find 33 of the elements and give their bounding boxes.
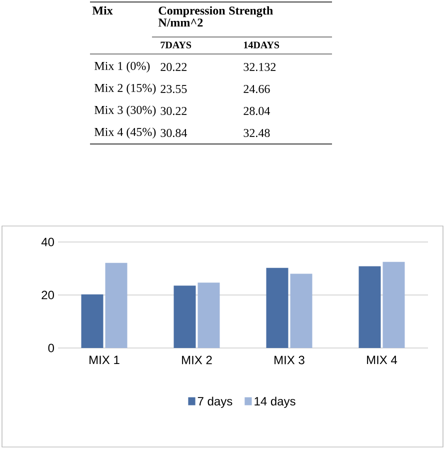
text: 23.55 bbox=[160, 84, 187, 94]
text: Mix bbox=[92, 6, 113, 15]
text: Mix 2 (15%) bbox=[94, 84, 156, 94]
bar bbox=[81, 294, 104, 348]
bar bbox=[358, 266, 381, 348]
text: 7DAYS bbox=[160, 42, 192, 48]
text: Mix 3 (30%) bbox=[94, 106, 156, 116]
text: Mix 1 (0%) bbox=[94, 62, 150, 72]
text: 28.04 bbox=[244, 106, 270, 116]
bar bbox=[382, 262, 405, 348]
text: Mix 4 (45%) bbox=[94, 128, 156, 138]
text: 30.22 bbox=[160, 106, 187, 116]
text: 14DAYS bbox=[244, 42, 280, 48]
x-tick-label: MIX 3 bbox=[274, 356, 304, 364]
legend-label: 7 days bbox=[198, 396, 232, 408]
x-tick-label: MIX 4 bbox=[367, 356, 398, 364]
text: 24.66 bbox=[244, 84, 270, 94]
x-tick-label: MIX 1 bbox=[90, 356, 120, 364]
x-tick-label: MIX 2 bbox=[182, 356, 212, 364]
text: 32.132 bbox=[244, 62, 276, 72]
y-tick-label: 0 bbox=[48, 344, 54, 352]
text: 32.48 bbox=[244, 128, 270, 138]
bar bbox=[105, 262, 128, 348]
text: Compression Strength N/mm^2 bbox=[158, 6, 273, 27]
bar bbox=[174, 286, 196, 348]
bar bbox=[290, 274, 312, 348]
y-tick-label: 20 bbox=[42, 290, 54, 300]
bar bbox=[266, 268, 288, 348]
y-tick-label: 40 bbox=[41, 238, 54, 246]
text: 30.84 bbox=[160, 128, 188, 138]
bar bbox=[198, 282, 220, 348]
legend-label: 14 days bbox=[254, 396, 296, 408]
text: 20.22 bbox=[160, 62, 187, 72]
